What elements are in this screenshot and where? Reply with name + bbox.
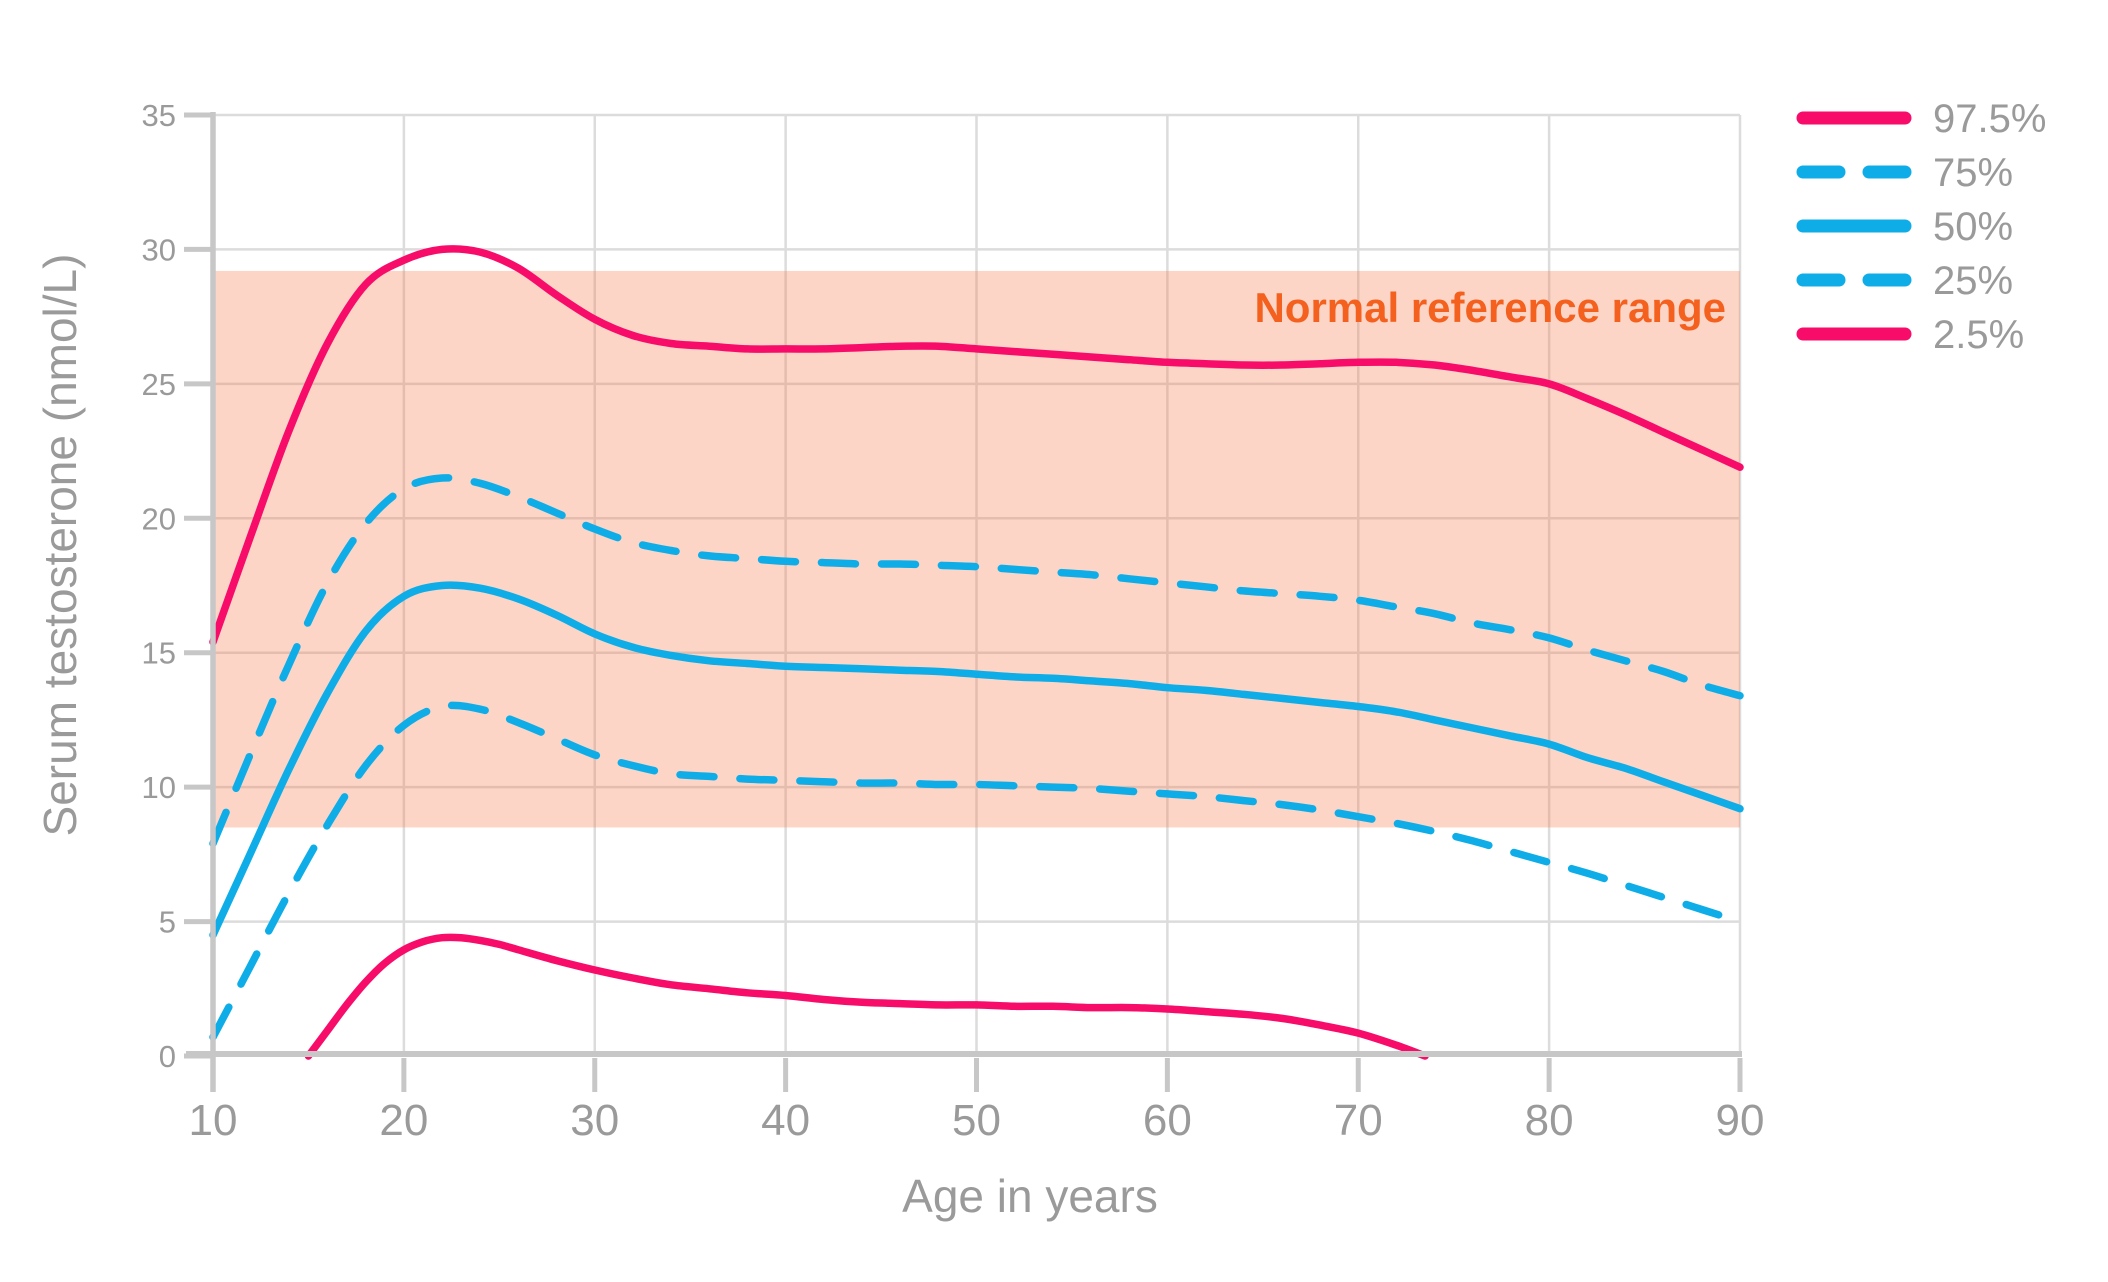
x-tick-label: 20 [379,1096,428,1145]
legend-label-75%: 75% [1933,151,2013,195]
legend-row: 75% [1796,151,2013,195]
legend-label-97.5%: 97.5% [1933,97,2046,141]
x-axis-title: Age in years [902,1170,1158,1222]
gridlines [213,113,1742,1056]
legend-row: 97.5% [1796,97,2046,141]
legend: 97.5% 75% 50% 25% 2.5% [1796,97,2046,357]
series-line-75% [209,474,1744,848]
axes-and-ticks [184,112,1743,1092]
y-axis-title: Serum testosterone (nmol/L) [34,254,86,837]
x-tick-label: 30 [570,1096,619,1145]
y-tick-label: 10 [142,770,176,805]
x-tick-label: 10 [189,1096,238,1145]
x-tick-label: 50 [952,1096,1001,1145]
series-line-25% [209,701,1744,1041]
x-tick-label: 60 [1143,1096,1192,1145]
legend-row: 50% [1796,205,2013,249]
y-tick-label: 20 [142,501,176,536]
series-line-2.5% [304,933,1429,1060]
x-tick-label: 90 [1716,1096,1765,1145]
normal-range-band [213,270,1740,828]
x-tick-label: 40 [761,1096,810,1145]
y-tick-label: 15 [142,636,176,671]
series-curves [209,245,1744,1060]
tick-labels: 0 5 10 15 20 25 30 35 10 20 30 40 50 60 70 80 90 [142,98,1765,1145]
legend-label-2.5%: 2.5% [1933,313,2024,357]
y-tick-label: 35 [142,98,176,133]
x-tick-label: 70 [1334,1096,1383,1145]
y-tick-label: 30 [142,232,176,267]
legend-label-50%: 50% [1933,205,2013,249]
legend-row: 2.5% [1796,313,2024,357]
series-line-97.5% [209,245,1744,646]
normal-range-label: Normal reference range [1254,284,1726,331]
legend-row: 25% [1796,259,2013,303]
y-tick-label: 5 [159,905,176,940]
y-tick-label: 0 [159,1039,176,1074]
series-line-50% [209,581,1744,939]
y-tick-label: 25 [142,367,176,402]
x-tick-label: 80 [1525,1096,1574,1145]
legend-label-25%: 25% [1933,259,2013,303]
normal-range-rect [213,270,1740,828]
